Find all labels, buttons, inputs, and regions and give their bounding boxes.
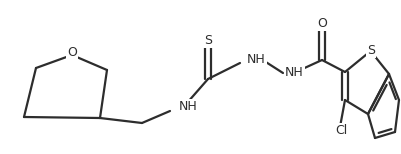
Text: O: O bbox=[317, 16, 327, 30]
Text: NH: NH bbox=[179, 99, 198, 113]
Text: Cl: Cl bbox=[335, 124, 347, 136]
Text: NH: NH bbox=[247, 53, 266, 65]
Text: S: S bbox=[204, 34, 212, 47]
Text: O: O bbox=[67, 45, 77, 59]
Text: S: S bbox=[367, 43, 375, 57]
Text: NH: NH bbox=[285, 65, 304, 79]
